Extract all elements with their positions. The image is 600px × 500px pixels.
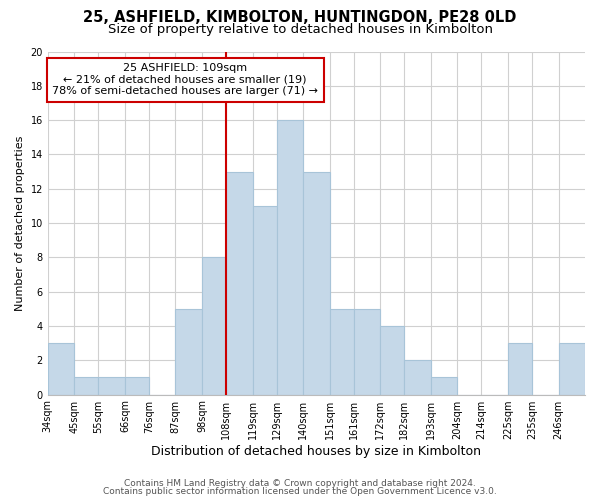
Bar — [125, 378, 149, 394]
Text: Contains HM Land Registry data © Crown copyright and database right 2024.: Contains HM Land Registry data © Crown c… — [124, 478, 476, 488]
Bar — [175, 309, 202, 394]
Bar — [277, 120, 303, 394]
Bar — [508, 343, 532, 394]
Bar — [48, 343, 74, 394]
Bar — [303, 172, 329, 394]
Text: Contains public sector information licensed under the Open Government Licence v3: Contains public sector information licen… — [103, 487, 497, 496]
Text: Size of property relative to detached houses in Kimbolton: Size of property relative to detached ho… — [107, 22, 493, 36]
Bar — [98, 378, 125, 394]
Bar — [74, 378, 98, 394]
Bar — [354, 309, 380, 394]
Y-axis label: Number of detached properties: Number of detached properties — [15, 136, 25, 310]
Bar — [380, 326, 404, 394]
Bar — [226, 172, 253, 394]
Bar — [202, 258, 226, 394]
Bar — [404, 360, 431, 394]
Bar — [253, 206, 277, 394]
X-axis label: Distribution of detached houses by size in Kimbolton: Distribution of detached houses by size … — [151, 444, 481, 458]
Bar — [559, 343, 585, 394]
Bar — [431, 378, 457, 394]
Bar — [329, 309, 354, 394]
Text: 25 ASHFIELD: 109sqm
← 21% of detached houses are smaller (19)
78% of semi-detach: 25 ASHFIELD: 109sqm ← 21% of detached ho… — [52, 63, 318, 96]
Text: 25, ASHFIELD, KIMBOLTON, HUNTINGDON, PE28 0LD: 25, ASHFIELD, KIMBOLTON, HUNTINGDON, PE2… — [83, 10, 517, 25]
